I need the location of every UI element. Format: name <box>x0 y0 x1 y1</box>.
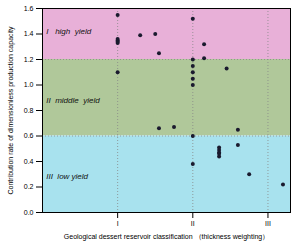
svg-text:0.0: 0.0 <box>24 209 34 216</box>
svg-text:Contribution rate of dimension: Contribution rate of dimensionless produ… <box>7 26 15 195</box>
svg-text:1.6: 1.6 <box>24 5 34 12</box>
svg-text:III low yield: III low yield <box>46 172 88 181</box>
svg-text:II: II <box>191 220 195 227</box>
svg-text:III: III <box>265 220 271 227</box>
svg-text:I: I <box>117 220 119 227</box>
svg-text:1.0: 1.0 <box>24 81 34 88</box>
svg-text:0.8: 0.8 <box>24 107 34 114</box>
svg-text:II middle yield: II middle yield <box>46 96 100 105</box>
svg-text:0.2: 0.2 <box>24 183 34 190</box>
svg-text:1.4: 1.4 <box>24 30 34 37</box>
svg-text:I high yield: I high yield <box>46 27 91 36</box>
svg-text:0.6: 0.6 <box>24 132 34 139</box>
svg-text:Geological dessert reservoir c: Geological dessert reservoir classificat… <box>64 233 269 241</box>
svg-text:0.4: 0.4 <box>24 158 34 165</box>
svg-text:1.2: 1.2 <box>24 56 34 63</box>
